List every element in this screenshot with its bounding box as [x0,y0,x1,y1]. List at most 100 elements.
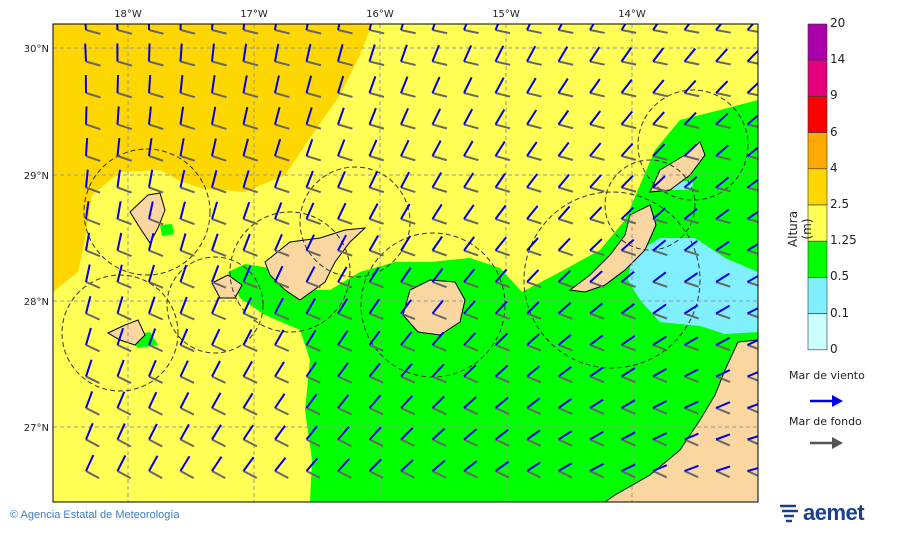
swell-arrow [463,281,479,289]
swell-arrow [211,218,227,226]
swell-arrow [337,281,353,289]
island-fuerteventura [568,204,657,293]
wind-sea-arrow [179,43,183,62]
swell-arrow [243,92,259,99]
swell-arrow [463,186,479,193]
wind-sea-arrow [652,432,668,441]
wind-sea-arrow [589,302,604,315]
wind-sea-arrow [242,297,252,314]
swell-arrow [495,186,511,193]
wind-sea-arrow [337,75,345,94]
wind-sea-arrow [463,204,475,220]
wind-sea-arrow [715,304,730,315]
wind-sea-arrow [463,24,468,31]
wind-sea-arrow [620,78,633,94]
colorbar-tick: 14 [830,52,846,67]
swell-arrow [621,123,637,130]
wind-sea-arrow [620,46,633,63]
wind-sea-arrow [715,80,729,94]
wind-sea-arrow [715,112,729,126]
wind-sea-arrow [211,169,218,188]
swell-arrow [495,344,510,352]
swell-arrow [715,29,731,34]
africa-coast [604,339,758,502]
wind-sea-arrow [557,301,572,315]
swell-arrow [652,186,668,193]
wind-sea-arrow [684,368,699,378]
lon-label: 16°W [366,9,394,20]
legend-title: Altura (m) [786,210,814,248]
wind-sea-arrow [463,140,474,157]
swell-arrow [211,407,226,416]
swell-arrow [306,218,321,225]
swell-arrow [211,344,227,353]
wind-sea-arrow [652,303,667,315]
wind-sea-arrow [242,201,251,220]
wind-sea-arrow [557,462,573,472]
swell-arrow [558,438,573,447]
lon-label: 17°W [240,9,268,20]
swell-arrow [652,29,668,34]
wind-sea-arrow [337,170,346,188]
wind-sea-arrow [746,49,758,63]
copyright: © Agencia Estatal de Meteorología [10,509,180,521]
wind-sea-arrow [179,169,186,188]
wind-sea-arrow [526,77,537,94]
swell-arrow [400,60,416,67]
wind-sea-arrow [684,400,699,409]
colorbar-bin [807,59,828,97]
swell-arrow [369,281,384,289]
wind-sea-arrow [400,24,404,31]
wind-sea-arrow [211,138,217,157]
wind-sea-arrow [557,237,571,252]
wind-sea-arrow [557,269,572,283]
colorbar-tick: 0 [830,341,838,356]
wind-sea-arrow [400,76,409,94]
swell-arrow [589,60,605,66]
wind-sea-arrow [116,24,119,31]
wind-sea-arrow [589,334,604,346]
latitude-labels: 30°N 29°N 28°N 27°N [24,44,49,434]
wind-sea-arrow [179,106,185,125]
wind-sea-arrow [494,24,500,31]
wind-sea-arrow [526,45,537,62]
wind-sea-arrow [400,44,408,62]
wind-sea-arrow [526,461,541,472]
swell-arrow [117,92,133,99]
wind-sea-arrow [557,78,569,94]
wind-sea-arrow [652,399,668,409]
wind-sea-arrow [148,359,157,377]
wind-sea-arrow [620,399,636,409]
wind-sea-arrow [494,109,506,126]
wind-sea-arrow [148,43,151,62]
swell-arrow [747,249,758,255]
swell-arrow [306,281,321,289]
wind-sea-arrow [337,24,341,31]
swell-arrow [684,123,700,129]
wind-sea-arrow [589,238,603,252]
wind-sea-arrow [305,393,318,409]
swell-arrow [684,186,700,193]
wind-sea-arrow [683,208,698,220]
swell-arrow [400,186,416,194]
swell-arrow [337,344,353,352]
swell-arrow [621,312,636,320]
swell-arrow [400,344,416,352]
swell-arrow [369,249,384,257]
swell-arrow [306,92,322,98]
swell-arrow [117,438,132,448]
swell-arrow [148,344,164,353]
zone-0.1-0.5 [628,238,758,334]
wind-sea-arrow [274,233,283,251]
lat-label: 30°N [24,44,49,55]
swell-arrow [274,281,290,289]
swell-arrow [715,60,731,66]
wind-sea-arrow [274,138,282,157]
wind-sea-arrow [116,264,123,283]
swell-arrow [432,29,448,35]
swell-arrow [337,29,353,35]
wind-sea-arrow [589,270,603,283]
wind-sea-arrow [116,232,123,251]
swell-arrow [432,218,448,225]
zone-2.5-4 [53,24,372,292]
